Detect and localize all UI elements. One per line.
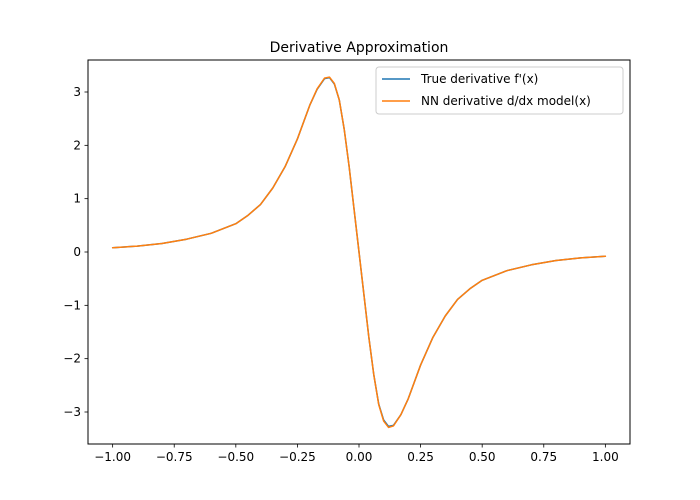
x-tick-label: −0.75 [156, 450, 193, 464]
x-tick-label: 0.25 [407, 450, 434, 464]
x-tick-label: 0.00 [346, 450, 373, 464]
chart-title: Derivative Approximation [270, 40, 449, 56]
series-layer [111, 76, 607, 429]
y-tick-label: 3 [73, 85, 81, 99]
y-axis-ticks: −3 −2 −1 0 1 2 3 [63, 85, 88, 419]
x-tick-label: 0.50 [469, 450, 496, 464]
legend-label-2: NN derivative d/dx model(x) [421, 94, 591, 108]
legend-label-1: True derivative f'(x) [420, 72, 538, 86]
y-tick-label: −2 [63, 352, 81, 366]
y-tick-label: −3 [63, 405, 81, 419]
series-line-2 [111, 76, 607, 429]
y-tick-label: 1 [73, 192, 81, 206]
y-tick-label: 2 [73, 138, 81, 152]
legend-box [375, 66, 624, 115]
x-axis-ticks: −1.00 −0.75 −0.50 −0.25 0.00 0.25 0.50 0.75 1.00 [94, 444, 619, 464]
y-tick-label: 0 [73, 245, 81, 259]
legend: True derivative f'(x) NN derivative d/dx … [375, 66, 624, 115]
x-tick-label: 0.75 [530, 450, 557, 464]
x-tick-label: −0.50 [217, 450, 254, 464]
y-tick-label: −1 [63, 298, 81, 312]
x-tick-label: 1.00 [592, 450, 619, 464]
x-tick-label: −0.25 [279, 450, 316, 464]
x-tick-label: −1.00 [94, 450, 131, 464]
